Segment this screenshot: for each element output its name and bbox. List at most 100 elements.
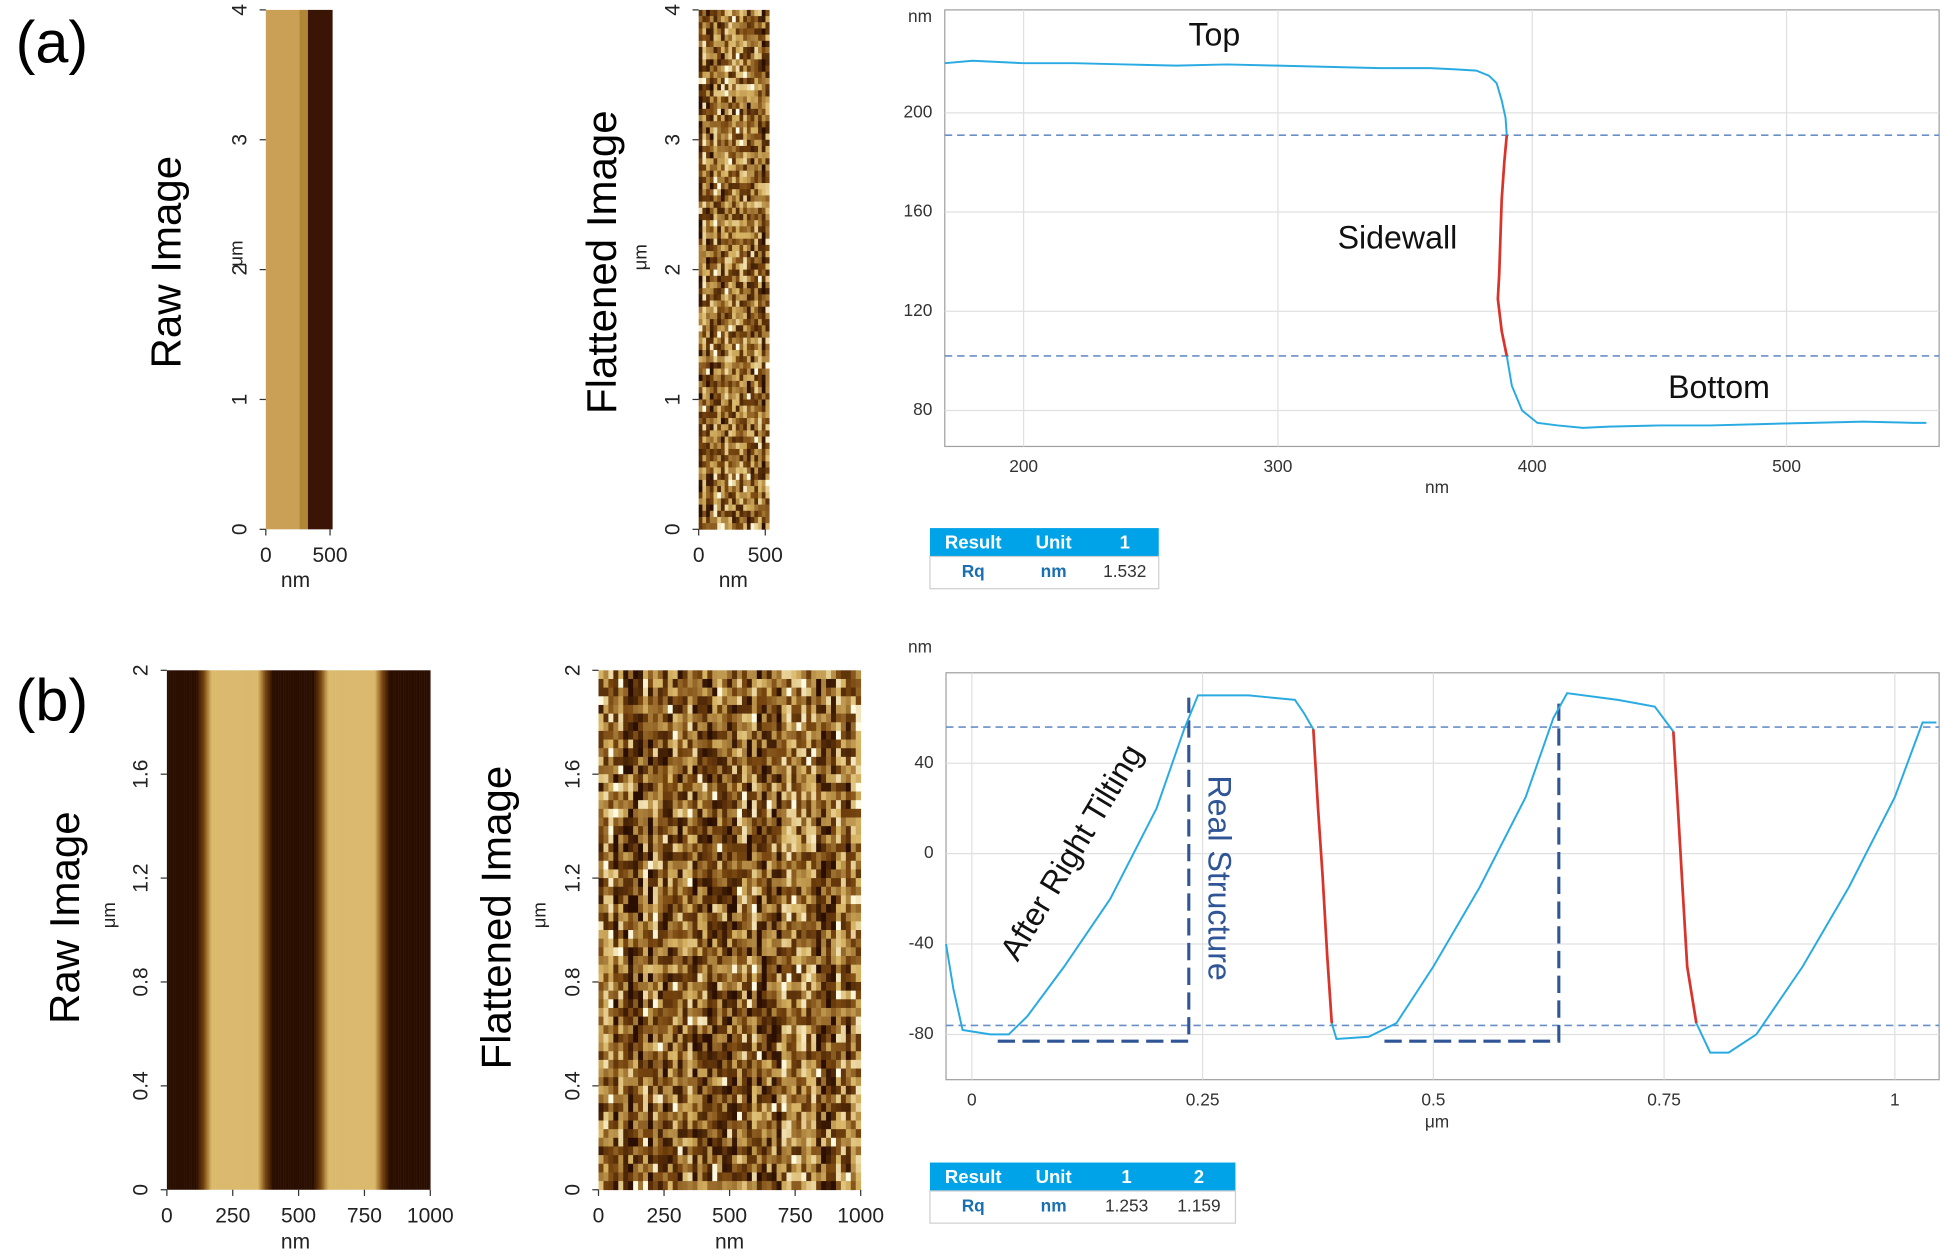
image-pixel [647, 878, 654, 888]
image-pixel [727, 999, 733, 1009]
image-pixel [692, 765, 698, 775]
image-pixel [712, 800, 718, 810]
image-pixel [732, 65, 737, 73]
image-column [269, 670, 272, 1190]
image-pixel [796, 730, 802, 740]
image-pixel [712, 1163, 718, 1173]
image-pixel [682, 1120, 688, 1130]
image-pixel [677, 930, 683, 940]
image-pixel [603, 1059, 609, 1069]
image-pixel [672, 1181, 679, 1191]
image-pixel [709, 9, 714, 17]
image-pixel [796, 791, 802, 801]
image-pixel [791, 791, 797, 801]
image-pixel [750, 356, 755, 363]
image-pixel [643, 1129, 649, 1139]
image-pixel [717, 133, 722, 141]
image-column [259, 670, 262, 1190]
image-pixel [732, 461, 737, 468]
image-pixel [717, 696, 723, 706]
image-pixel [727, 895, 733, 905]
image-pixel [835, 973, 842, 983]
image-pixel [618, 756, 624, 766]
image-pixel [727, 930, 733, 940]
image-pixel [746, 696, 753, 706]
image-column [383, 670, 385, 1190]
image-pixel [603, 826, 609, 836]
image-pixel [751, 1025, 758, 1035]
image-pixel [652, 1181, 659, 1191]
image-pixel [598, 739, 604, 749]
image-pixel [845, 912, 852, 922]
image-pixel [707, 1025, 713, 1035]
image-column [212, 670, 215, 1190]
image-pixel [657, 1007, 664, 1017]
image-pixel [623, 1181, 629, 1191]
image-pixel [706, 213, 711, 221]
image-pixel [712, 1016, 718, 1026]
image-pixel [765, 331, 770, 339]
image-pixel [761, 782, 768, 792]
image-pixel [713, 164, 718, 172]
image-pixel [608, 834, 614, 844]
image-pixel [761, 473, 766, 481]
image-pixel [647, 1016, 654, 1026]
image-pixel [633, 1059, 639, 1069]
image-pixel [706, 84, 711, 91]
image-pixel [750, 319, 755, 326]
image-pixel [796, 990, 802, 1000]
image-pixel [598, 947, 604, 957]
image-pixel [761, 467, 766, 475]
image-pixel [751, 981, 758, 991]
image-pixel [786, 765, 792, 775]
image-pixel [761, 1163, 768, 1173]
image-pixel [697, 826, 703, 836]
image-pixel [707, 1146, 713, 1156]
image-column [196, 670, 199, 1190]
image-pixel [781, 990, 787, 1000]
image-pixel [811, 808, 817, 818]
image-pixel [618, 921, 624, 931]
image-pixel [751, 921, 758, 931]
image-pixel [662, 1163, 669, 1173]
image-pixel [706, 405, 711, 413]
image-pixel [761, 1033, 768, 1043]
image-pixel [735, 22, 740, 29]
y-axis-label: nm [908, 6, 932, 26]
image-pixel [618, 826, 624, 836]
image-column [332, 670, 335, 1190]
image-pixel [743, 71, 748, 79]
image-pixel [647, 704, 654, 714]
image-pixel [840, 1016, 847, 1026]
image-column [242, 670, 244, 1190]
image-pixel [835, 808, 842, 818]
image-pixel [713, 71, 718, 79]
image-pixel [806, 930, 812, 940]
image-pixel [720, 405, 726, 413]
image-pixel [727, 834, 733, 844]
y-tick-label: 2 [229, 264, 252, 276]
image-pixel [739, 201, 744, 209]
image-pixel [746, 158, 751, 165]
image-pixel [717, 312, 722, 320]
image-pixel [707, 808, 713, 818]
image-pixel [761, 1146, 768, 1156]
image-pixel [756, 1146, 763, 1156]
image-pixel [806, 1051, 812, 1061]
image-pixel [728, 16, 733, 23]
image-pixel [698, 467, 703, 475]
image-pixel [682, 1111, 688, 1121]
image-pixel [717, 189, 722, 196]
image-pixel [707, 964, 713, 974]
image-pixel [652, 670, 659, 680]
image-pixel [766, 1085, 773, 1095]
image-pixel [761, 16, 766, 23]
image-pixel [647, 670, 654, 680]
image-pixel [806, 1094, 812, 1104]
image-pixel [831, 800, 837, 810]
image-pixel [737, 955, 743, 966]
image-pixel [667, 1051, 674, 1061]
image-pixel [706, 455, 711, 462]
image-pixel [771, 791, 777, 801]
image-pixel [761, 1155, 768, 1165]
